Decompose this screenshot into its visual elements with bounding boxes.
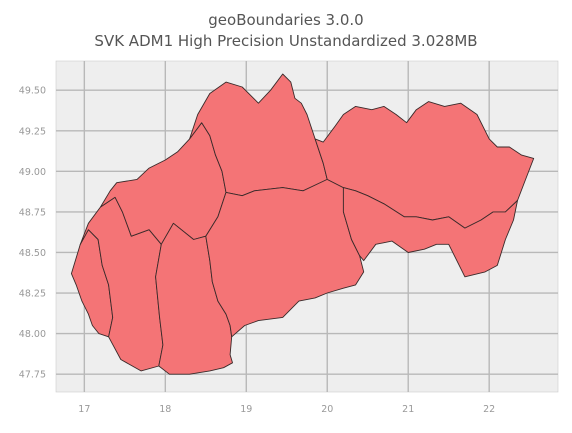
region-banska_bystrica [205,178,365,338]
y-tick-label: 49.25 [19,126,46,137]
y-tick-label: 49.50 [19,86,46,97]
x-axis: 17 18 19 20 21 22 [78,404,495,415]
x-tick-label: 19 [240,404,252,415]
x-tick-label: 22 [483,404,495,415]
y-axis: 47.75 48.00 48.25 48.50 48.75 49.00 49.25 49.50 [19,86,46,381]
map-title: geoBoundaries 3.0.0 [208,11,364,29]
region-layer [70,73,535,375]
map-subtitle: SVK ADM1 High Precision Unstandardized 3… [94,32,478,50]
y-tick-label: 48.50 [19,248,46,259]
x-tick-label: 21 [402,404,414,415]
y-tick-label: 48.75 [19,207,46,218]
y-tick-label: 49.00 [19,167,46,178]
x-tick-label: 18 [159,404,171,415]
y-tick-label: 47.75 [19,370,46,381]
x-tick-label: 20 [321,404,333,415]
x-tick-label: 17 [78,404,90,415]
region-kosice [342,187,518,278]
y-tick-label: 48.25 [19,289,46,300]
y-tick-label: 48.00 [19,329,46,340]
